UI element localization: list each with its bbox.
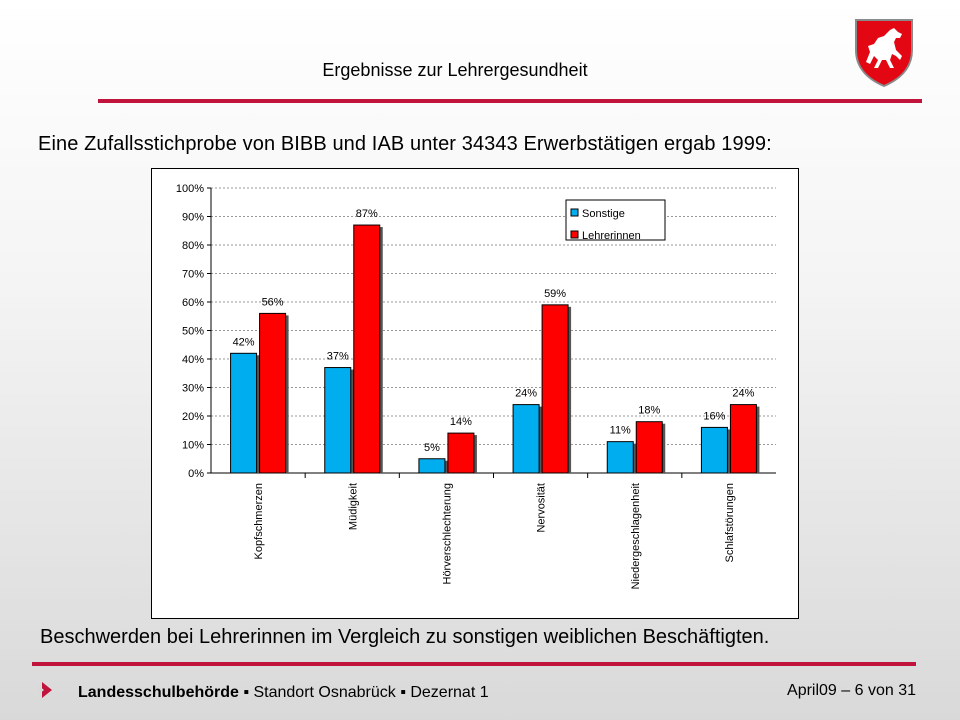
bar-sonstige	[512, 404, 540, 474]
bar-lehrerinnen	[259, 312, 287, 474]
legend-swatch	[570, 230, 579, 239]
footer-divider	[32, 662, 916, 666]
data-label: 24%	[732, 388, 754, 400]
x-category-label: Nervosität	[536, 483, 548, 533]
data-label: 18%	[638, 405, 660, 417]
footer-org-name: Landesschulbehörde	[78, 684, 239, 701]
footer-page-info: April09 – 6 von 31	[787, 682, 916, 699]
header-divider	[98, 99, 922, 103]
x-category-label: Niedergeschlagenheit	[630, 483, 642, 589]
data-label: 42%	[233, 336, 255, 348]
bar-sonstige	[324, 367, 352, 474]
y-tick-label: 70%	[182, 269, 204, 281]
chevron-right-icon	[38, 682, 52, 698]
y-tick-label: 50%	[182, 326, 204, 338]
y-tick-label: 40%	[182, 354, 204, 366]
data-label: 11%	[610, 425, 631, 437]
y-tick-label: 60%	[182, 297, 204, 309]
bar-sonstige	[230, 352, 258, 474]
bar-lehrerinnen	[635, 421, 663, 474]
lower-saxony-horse-crest-icon	[852, 16, 916, 88]
data-label: 14%	[450, 416, 472, 428]
data-label: 5%	[424, 442, 440, 454]
x-category-label: Hörverschlechterung	[441, 483, 453, 585]
bar-chart: 0% 10% 20% 30% 40% 50% 60% 70% 80% 90% 100% 42% 56% K…	[151, 168, 799, 619]
headline-text: Eine Zufallsstichprobe von BIBB und IAB …	[38, 133, 772, 155]
data-label: 87%	[356, 208, 378, 220]
bar-chart-canvas: 0% 10% 20% 30% 40% 50% 60% 70% 80% 90% 100% 42% 56% K…	[176, 183, 776, 589]
data-label: 37%	[327, 351, 349, 363]
y-tick-label: 30%	[182, 383, 204, 395]
bar-sonstige	[606, 441, 634, 474]
y-tick-label: 100%	[176, 183, 204, 195]
y-tick-label: 80%	[182, 240, 204, 252]
bar-lehrerinnen	[541, 304, 569, 474]
data-label: 56%	[262, 296, 284, 308]
y-tick-label: 10%	[182, 440, 204, 452]
bar-sonstige	[418, 458, 446, 474]
chart-caption: Beschwerden bei Lehrerinnen im Vergleich…	[40, 626, 770, 648]
bar-lehrerinnen	[447, 432, 475, 474]
legend-box	[565, 199, 666, 241]
page-title: Ergebnisse zur Lehrergesundheit	[322, 60, 588, 80]
legend-swatch	[570, 208, 579, 217]
footer-separator: ▪	[238, 684, 254, 701]
legend-label: Lehrerinnen	[582, 230, 641, 242]
bar-sonstige	[700, 426, 728, 474]
y-tick-label: 20%	[182, 411, 204, 423]
data-label: 24%	[515, 388, 537, 400]
data-label: 59%	[544, 288, 566, 300]
x-category-label: Müdigkeit	[347, 483, 359, 530]
footer-organization: Landesschulbehörde ▪ Standort Osnabrück …	[78, 684, 489, 702]
footer-separator: ▪	[395, 684, 411, 701]
bar-lehrerinnen	[729, 404, 757, 474]
x-category-label: Schlafstörungen	[724, 483, 736, 563]
y-tick-label: 0%	[188, 468, 204, 480]
footer-department: Dezernat 1	[410, 684, 489, 701]
data-label: 16%	[703, 410, 725, 422]
legend-label: Sonstige	[582, 208, 625, 220]
bar-lehrerinnen	[353, 224, 381, 474]
footer-location: Standort Osnabrück	[253, 684, 396, 701]
y-tick-label: 90%	[182, 212, 204, 224]
x-category-label: Kopfschmerzen	[253, 483, 265, 559]
